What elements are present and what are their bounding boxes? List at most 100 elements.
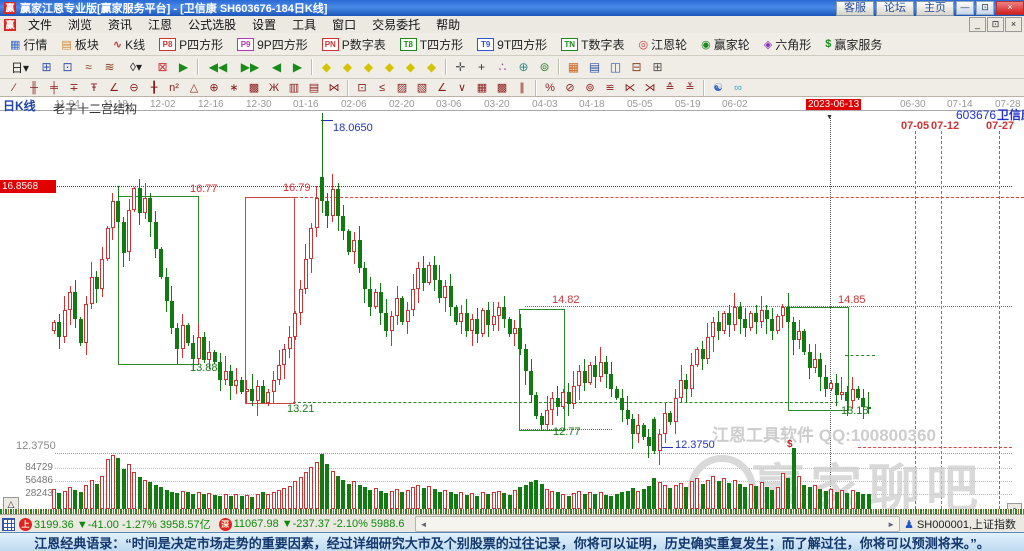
fan-line-icon[interactable]: ⋊: [644, 82, 656, 94]
quotes-button[interactable]: ▦ 行情: [4, 34, 53, 55]
hotline-icon[interactable]: ⊕: [518, 60, 529, 74]
trend-pen-icon[interactable]: ∠: [437, 82, 447, 94]
rail-icon[interactable]: ╂: [150, 82, 158, 94]
grid-tool-icon[interactable]: ╫: [30, 81, 38, 94]
gann-diamond-4-icon[interactable]: ◆: [384, 60, 395, 74]
period-selector[interactable]: 日▾: [10, 60, 30, 75]
next-bar-icon[interactable]: ▶: [292, 60, 303, 74]
mdi-close-button[interactable]: ×: [1005, 17, 1022, 32]
horizontal-scrollbar[interactable]: ◄ ►: [414, 516, 901, 532]
zigzag-icon[interactable]: ∨: [457, 82, 467, 94]
t-square-button[interactable]: T8 T四方形: [394, 34, 469, 55]
homepage-button[interactable]: 主页: [916, 0, 954, 16]
grid-dense-icon[interactable]: ▩: [496, 82, 508, 94]
menu-item-6[interactable]: 工具: [292, 18, 317, 32]
save-icon[interactable]: ◫: [609, 60, 622, 74]
market-grid-icon[interactable]: [2, 517, 15, 531]
p-square-button[interactable]: P8 P四方形: [153, 34, 229, 55]
sectors-button[interactable]: ▤ 板块: [55, 34, 104, 55]
gann-grid-icon[interactable]: ╪: [50, 81, 58, 94]
price-ruler-icon[interactable]: ∠: [109, 82, 119, 94]
ninep-square-button[interactable]: P9 9P四方形: [231, 34, 314, 55]
gann-diamond-2-icon[interactable]: ◆: [342, 60, 353, 74]
current-index-label[interactable]: ♟ SH000001,上证指数: [904, 518, 1016, 532]
t-table-button[interactable]: TN T数字表: [555, 34, 630, 55]
kline-style-icon[interactable]: ⊠: [157, 60, 168, 74]
hatch-box-icon[interactable]: ▨: [396, 82, 408, 94]
menu-item-7[interactable]: 窗口: [332, 18, 357, 32]
pane-collapse-button[interactable]: -: [1007, 503, 1022, 509]
menu-item-1[interactable]: 浏览: [68, 18, 93, 32]
chart-region[interactable]: 11-04 11-18 12-02 12-16 12-30 01-16 02-06 02-20…: [0, 97, 1024, 509]
menu-item-4[interactable]: 公式选股: [188, 18, 237, 32]
spiral-icon[interactable]: ⊖: [129, 82, 139, 94]
percent-tool-icon[interactable]: %: [545, 81, 555, 94]
print-icon[interactable]: ⊟: [631, 60, 642, 74]
hexagon-button[interactable]: ◈ 六角形: [758, 34, 817, 55]
menu-item-8[interactable]: 交易委托: [372, 18, 421, 32]
yinyang-icon[interactable]: ☯: [713, 82, 723, 94]
cycle-icon[interactable]: ⊚: [539, 60, 550, 74]
kline-button[interactable]: ∿ K线: [107, 34, 151, 55]
measure-icon[interactable]: ∴: [498, 60, 507, 74]
info-window-icon[interactable]: ⊡: [62, 60, 73, 74]
menu-item-3[interactable]: 江恩: [148, 18, 173, 32]
play-icon[interactable]: ▶: [178, 60, 189, 74]
indicator-line-icon[interactable]: ≋: [104, 60, 115, 74]
shenzhen-index-quote[interactable]: 11067.98 ▼-237.37 -2.10% 5988.6: [233, 518, 405, 530]
time-ruler-icon[interactable]: Ŧ: [90, 81, 98, 94]
volume-pane-expand-button[interactable]: △: [3, 497, 19, 509]
wave-tool-icon[interactable]: ≙: [665, 82, 675, 94]
fence-tool-icon[interactable]: ▤: [308, 82, 320, 94]
menu-item-2[interactable]: 资讯: [108, 18, 133, 32]
pencil-tool-icon[interactable]: ∕: [13, 81, 15, 94]
gann-diamond-6-icon[interactable]: ◆: [426, 60, 437, 74]
winner-service-button[interactable]: $ 赢家服务: [819, 34, 888, 55]
prev-bar-icon[interactable]: ◀: [271, 60, 282, 74]
minimize-button[interactable]: —: [956, 1, 974, 15]
star-tool-icon[interactable]: ∗: [229, 82, 239, 94]
shanghai-index-icon[interactable]: 上: [19, 517, 32, 531]
ninet-square-button[interactable]: T9 9T四方形: [471, 34, 553, 55]
scroll-right-icon[interactable]: ►: [887, 519, 896, 529]
shenzhen-index-icon[interactable]: 深: [218, 517, 232, 531]
calendar-icon[interactable]: ▦: [567, 60, 580, 74]
scale-dropdown[interactable]: ◊▾: [130, 60, 142, 74]
cross-cycle-icon[interactable]: Ж: [268, 81, 280, 94]
shanghai-index-quote[interactable]: 3199.36 ▼-41.00 -1.27% 3958.57亿: [34, 519, 211, 531]
overlay-line-icon[interactable]: ≈: [85, 60, 92, 74]
box-select-icon[interactable]: ⊡: [357, 82, 367, 94]
gann-wheel-button[interactable]: ◎ 江恩轮: [633, 34, 694, 55]
gann-diamond-1-icon[interactable]: ◆: [321, 60, 332, 74]
forum-button[interactable]: 论坛: [876, 0, 914, 16]
parallel-icon[interactable]: ∥: [519, 82, 525, 94]
close-button[interactable]: ×: [996, 1, 1024, 15]
gann-fan-icon[interactable]: ∓: [69, 82, 79, 94]
infinity-icon[interactable]: ∞: [734, 81, 742, 94]
crosshair-icon[interactable]: +: [477, 60, 485, 74]
fib-percent-icon[interactable]: ⊘: [565, 82, 575, 94]
shade-tool-icon[interactable]: ▩: [248, 82, 260, 94]
pan-hand-icon[interactable]: ✛: [455, 60, 466, 74]
gann-circle-icon[interactable]: ⊕: [209, 82, 219, 94]
p-table-button[interactable]: PN P数字表: [316, 34, 392, 55]
speed-line-icon[interactable]: ⋉: [624, 82, 636, 94]
customer-service-button[interactable]: 客服: [836, 0, 874, 16]
square-n2-icon[interactable]: n²: [169, 81, 179, 94]
restore-button[interactable]: ⊡: [976, 1, 994, 15]
mdi-restore-button[interactable]: ⊡: [987, 17, 1004, 32]
last-bar-icon[interactable]: ▶▶: [240, 60, 260, 74]
gold-line-icon[interactable]: ≌: [605, 82, 615, 94]
angle-tool-icon[interactable]: △: [189, 82, 199, 94]
width-tool-icon[interactable]: ⋈: [328, 82, 340, 94]
menu-item-9[interactable]: 帮助: [436, 18, 461, 32]
grid-red-icon[interactable]: ▦: [476, 82, 488, 94]
gann-diamond-3-icon[interactable]: ◆: [363, 60, 374, 74]
menu-item-0[interactable]: 文件: [28, 18, 53, 32]
scroll-left-icon[interactable]: ◄: [419, 519, 428, 529]
chart-window-icon[interactable]: ⊞: [41, 60, 52, 74]
mdi-minimize-button[interactable]: _: [969, 17, 986, 32]
bars-tool-icon[interactable]: ▥: [288, 82, 300, 94]
first-bar-icon[interactable]: ◀◀: [208, 60, 228, 74]
menu-item-5[interactable]: 设置: [252, 18, 277, 32]
